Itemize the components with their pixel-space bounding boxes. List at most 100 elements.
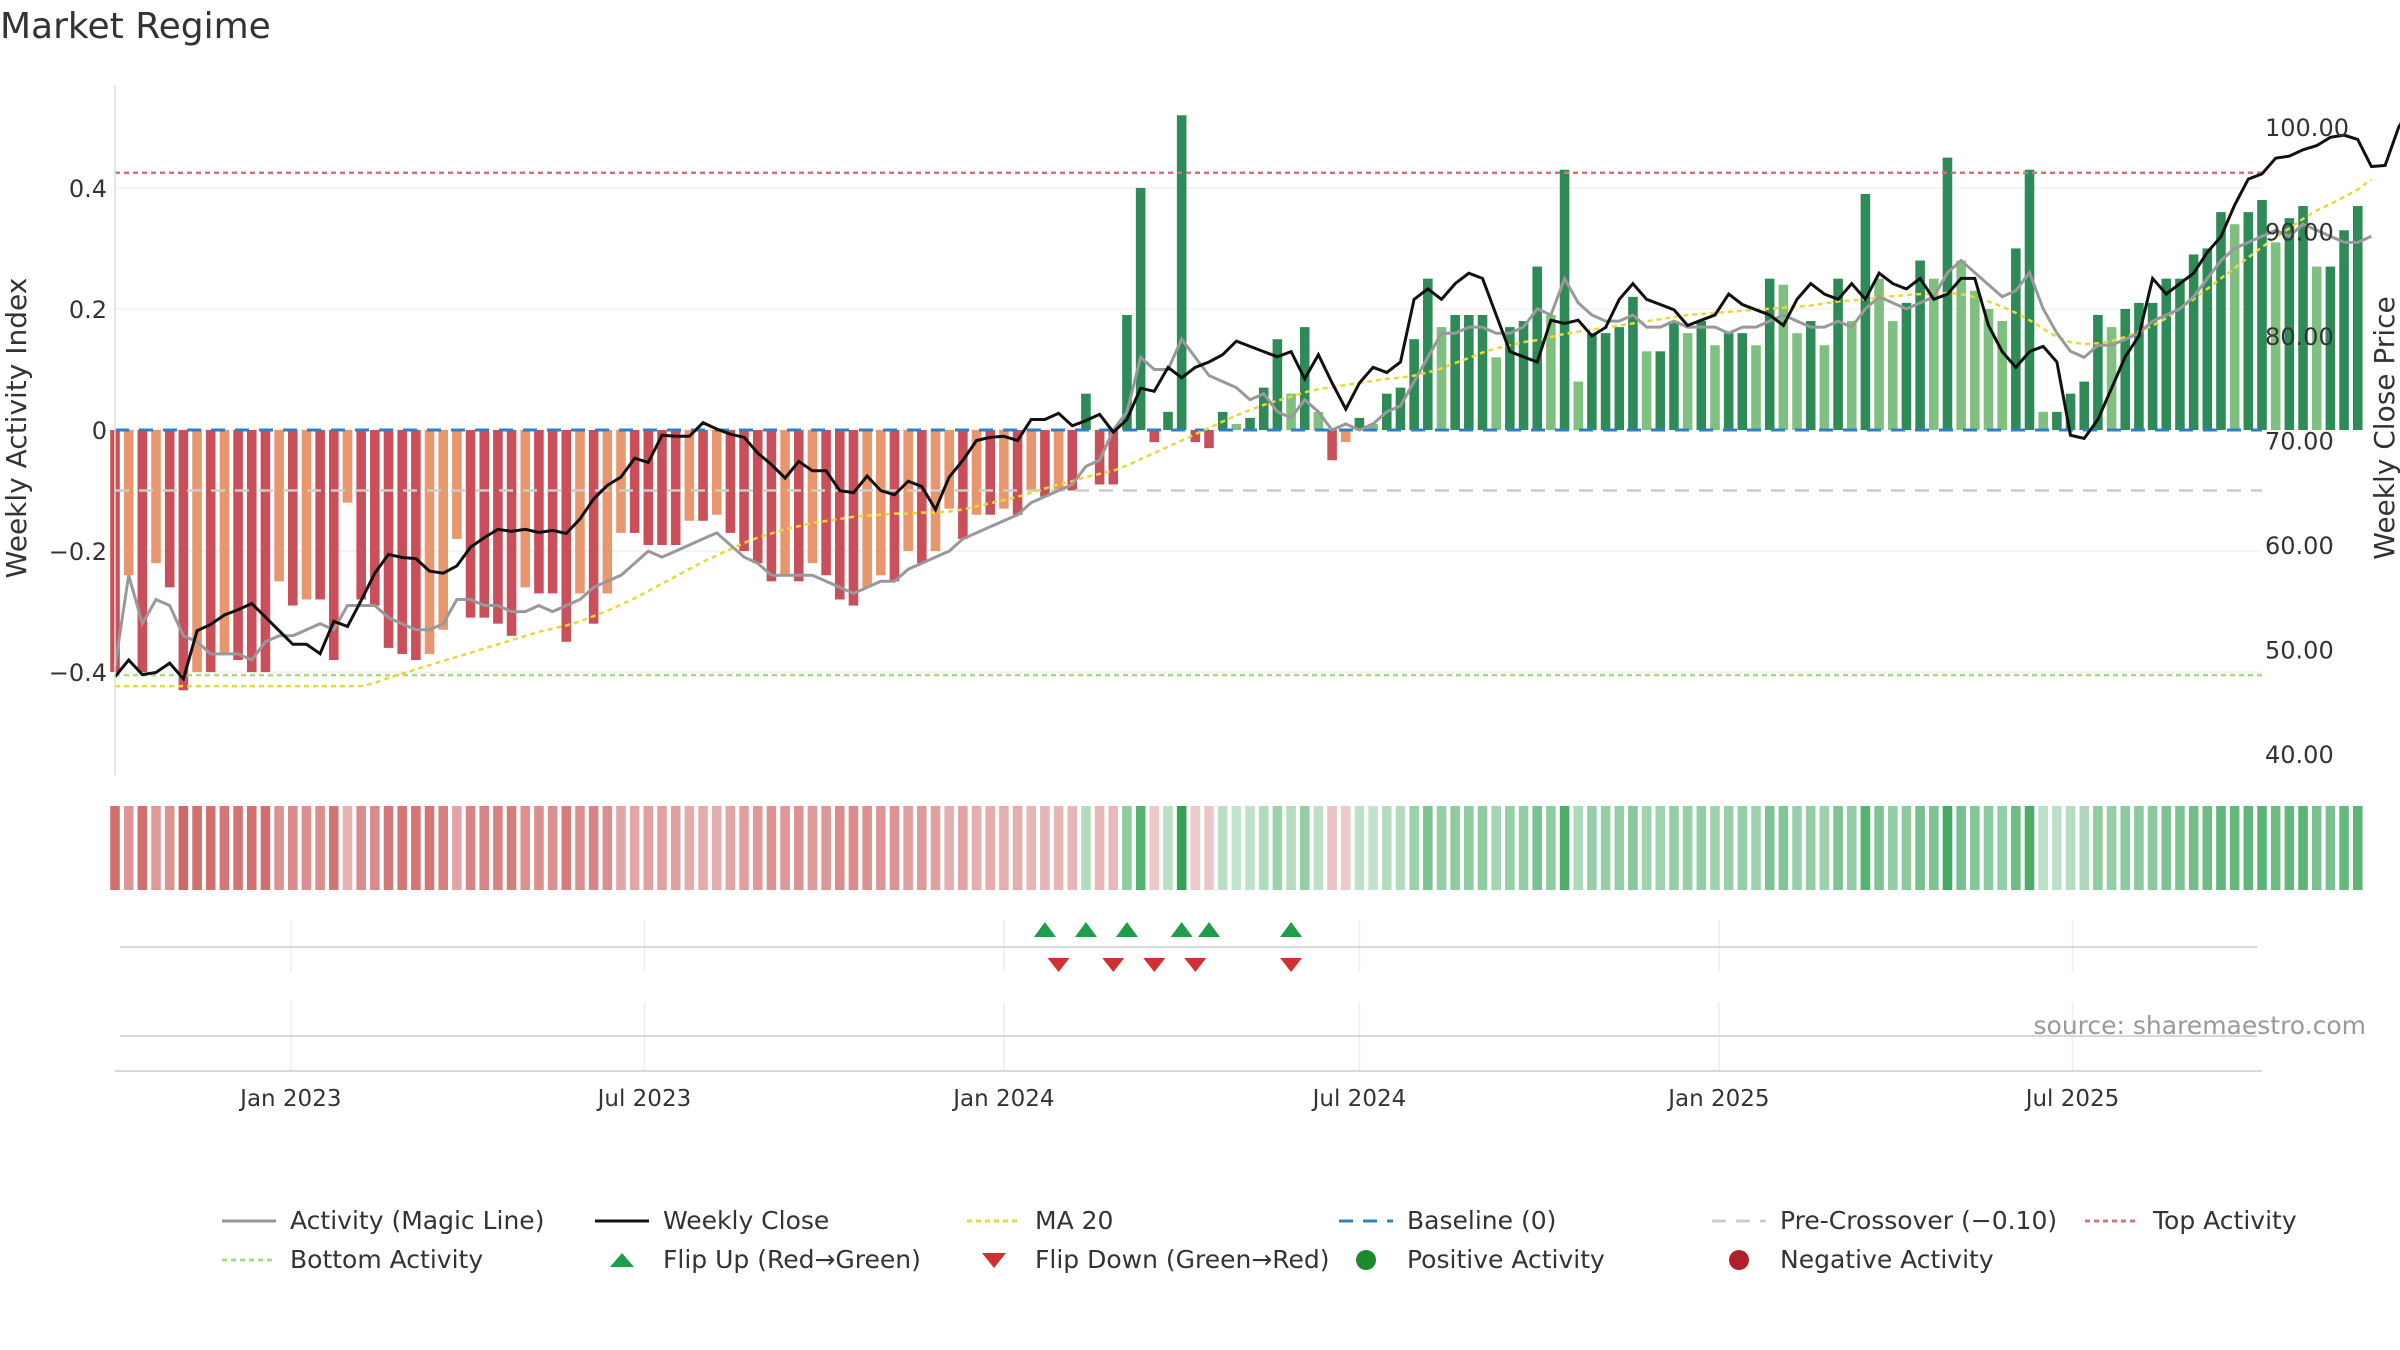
legend-label: Flip Down (Green→Red)	[1035, 1245, 1330, 1274]
regime-strip-cell	[1012, 806, 1023, 890]
regime-strip-cell	[1792, 806, 1802, 890]
y-right-tick-label: 50.00	[2265, 637, 2334, 665]
activity-bar	[684, 430, 695, 521]
series-lines	[113, 122, 2400, 688]
legend-item: Flip Down (Green→Red)	[965, 1245, 1330, 1274]
legend-swatch	[1356, 1249, 1376, 1270]
activity-bar	[2065, 393, 2076, 430]
legend-item: MA 20	[965, 1206, 1113, 1235]
activity-bar	[2038, 411, 2048, 430]
activity-bar	[205, 430, 216, 673]
legend-item: Pre-Crossover (−0.10)	[1710, 1206, 2057, 1235]
regime-strip-cell	[766, 806, 777, 890]
regime-strip-cell	[793, 806, 804, 890]
market-regime-chart: 0.4 0.2 0 −0.2 −0.4 100.00 90.00 80.00 70.00 60.0…	[0, 85, 2400, 1112]
x-tick-label: Jan 2025	[1666, 1086, 1769, 1112]
regime-strip-cell	[1505, 806, 1515, 890]
activity-bar	[1505, 327, 1515, 430]
activity-bar	[1026, 430, 1037, 491]
activity-bar	[575, 430, 585, 594]
regime-strip-cell	[958, 806, 968, 890]
flip-down-marker	[1280, 958, 1303, 972]
legend-item: Baseline (0)	[1337, 1206, 1556, 1235]
activity-bar	[698, 430, 708, 521]
regime-strip-cell	[807, 806, 818, 890]
activity-bars	[110, 115, 2363, 691]
regime-strip-cell	[438, 806, 448, 890]
activity-bar	[889, 430, 900, 582]
regime-strip-cell	[1833, 806, 1843, 890]
legend: Activity (Magic Line) Weekly Close MA 20 Ba…	[0, 1198, 2400, 1278]
regime-strip-cell	[287, 806, 298, 890]
activity-bar	[1546, 315, 1556, 430]
activity-bar	[821, 430, 831, 576]
legend-item: Activity (Magic Line)	[220, 1206, 544, 1235]
regime-strip-cell	[1723, 806, 1734, 890]
activity-bar	[192, 430, 202, 673]
regime-strip-cell	[1245, 806, 1255, 890]
flip-down-marker	[1047, 958, 1070, 972]
regime-strip-cell	[862, 806, 872, 890]
regime-strip-cell	[1395, 806, 1406, 890]
regime-strip-cell	[274, 806, 284, 890]
activity-bar	[1723, 333, 1734, 430]
regime-strip-cell	[1778, 806, 1789, 890]
legend-label: Flip Up (Red→Green)	[663, 1245, 921, 1274]
activity-bar	[561, 430, 572, 642]
regime-strip-cell	[123, 806, 134, 890]
activity-bar	[1764, 278, 1775, 430]
legend-label: Negative Activity	[1780, 1245, 1994, 1274]
activity-bar	[602, 430, 613, 594]
x-tick-label: Jan 2023	[238, 1086, 341, 1112]
activity-bar	[1012, 430, 1023, 515]
regime-strip-cell	[479, 806, 490, 890]
regime-strip-cell	[1805, 806, 1816, 890]
regime-strip-cell	[2339, 806, 2349, 890]
activity-bar	[1108, 430, 1119, 485]
activity-bar	[1559, 169, 1570, 430]
activity-bar	[438, 430, 448, 630]
regime-strip-cell	[1368, 806, 1378, 890]
regime-strip-cell	[834, 806, 845, 890]
activity-bar	[2161, 278, 2172, 430]
activity-bar	[1477, 315, 1488, 430]
activity-bar	[1655, 351, 1666, 430]
activity-bar	[1915, 260, 1925, 430]
activity-bar	[1737, 333, 1748, 430]
regime-strip-cell	[1942, 806, 1953, 890]
regime-strip-cell	[2311, 806, 2322, 890]
regime-strip-cell	[1313, 806, 1324, 890]
activity-bar	[356, 430, 366, 600]
y-left-tick-label: 0.4	[69, 175, 107, 203]
legend-item: Negative Activity	[1710, 1245, 1994, 1274]
activity-bar	[1860, 193, 1871, 430]
regime-strip-cell	[2352, 806, 2363, 890]
regime-strip-cell	[178, 806, 189, 890]
activity-bar	[1819, 345, 1830, 430]
regime-strip-cell	[657, 806, 667, 890]
activity-bar	[1682, 333, 1693, 430]
activity-bar	[752, 430, 763, 564]
legend-label: MA 20	[1035, 1206, 1114, 1235]
flip-up-marker	[1074, 922, 1097, 937]
regime-strip-cell	[1231, 806, 1242, 890]
regime-strip-cell	[342, 806, 353, 890]
activity-bar	[1436, 327, 1447, 430]
activity-bar	[1628, 296, 1638, 430]
activity-bar	[164, 430, 175, 588]
regime-strip-cell	[315, 806, 325, 890]
regime-strip-cell	[903, 806, 913, 890]
activity-bar	[1641, 351, 1652, 430]
activity-bar	[2052, 411, 2062, 430]
regime-strip-cell	[1272, 806, 1283, 890]
legend-label: Positive Activity	[1407, 1245, 1605, 1274]
activity-bar	[971, 430, 982, 515]
activity-bar	[233, 430, 243, 660]
regime-strip-cell	[1669, 806, 1679, 890]
activity-bar	[301, 430, 312, 600]
y-right-tick-label: 40.00	[2265, 741, 2334, 769]
legend-swatch	[1339, 1219, 1393, 1222]
activity-bar	[1846, 321, 1857, 430]
activity-bar	[670, 430, 681, 545]
legend-item: Bottom Activity	[220, 1245, 483, 1274]
